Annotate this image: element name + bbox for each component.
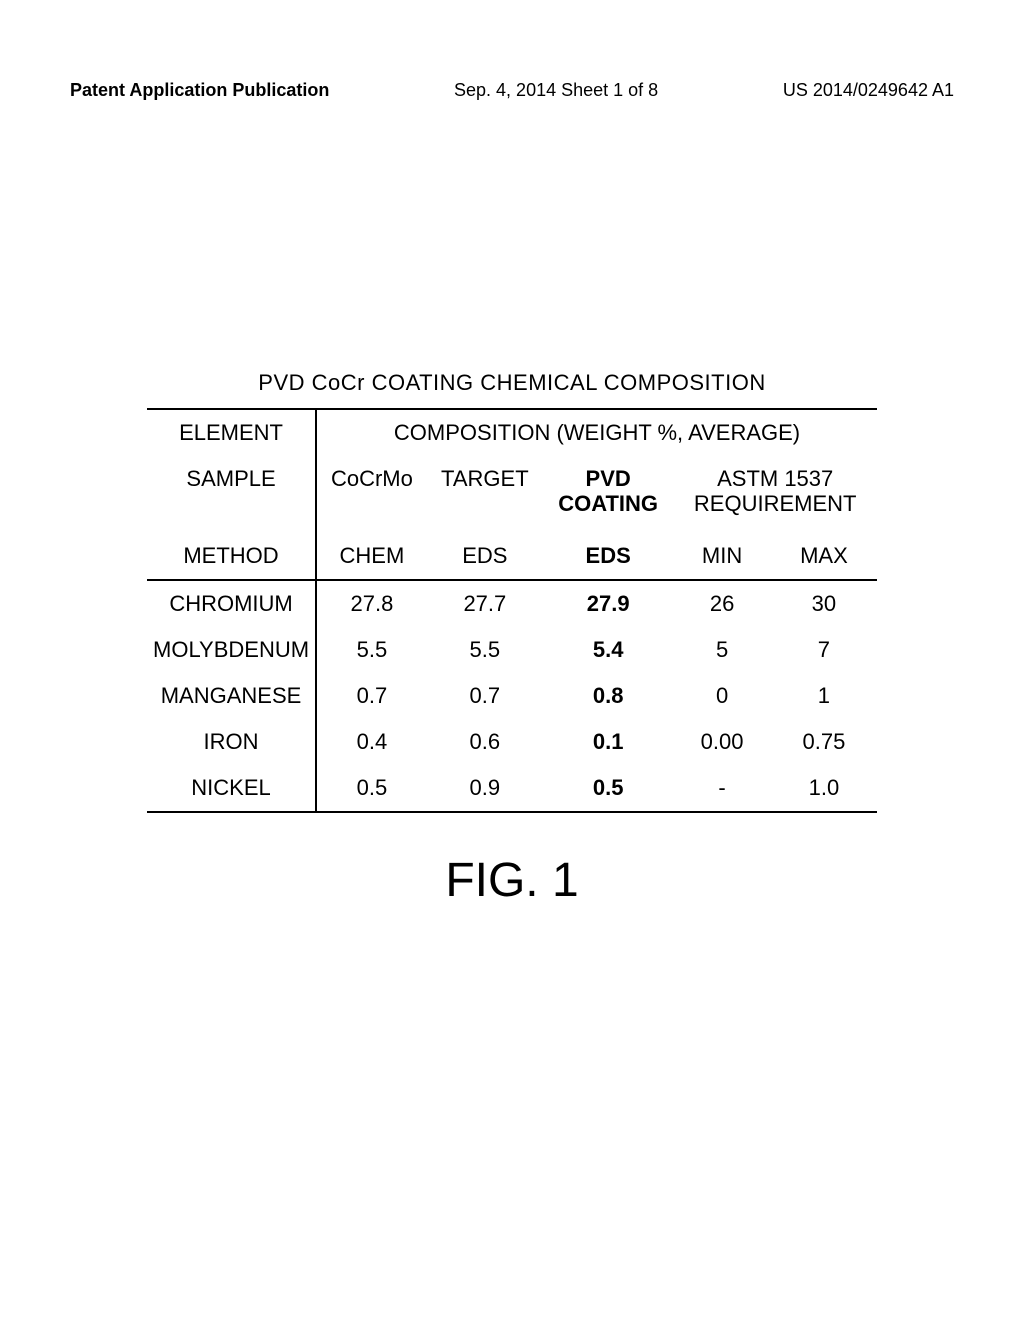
table-header-row-2: SAMPLE CoCrMo TARGET PVD COATING ASTM 15… [147, 456, 877, 533]
table-row: MANGANESE 0.7 0.7 0.8 0 1 [147, 673, 877, 719]
cell-max: 1 [771, 673, 877, 719]
col-target: TARGET [427, 456, 543, 533]
element-name: MOLYBDENUM [147, 627, 316, 673]
method-eds2: EDS [543, 533, 673, 580]
col-pvd-line2: COATING [558, 491, 658, 516]
cell-max: 1.0 [771, 765, 877, 812]
figure-content: PVD CoCr COATING CHEMICAL COMPOSITION EL… [147, 370, 877, 908]
cell-pvd: 0.5 [543, 765, 673, 812]
element-header: ELEMENT [147, 409, 316, 456]
table-title: PVD CoCr COATING CHEMICAL COMPOSITION [147, 370, 877, 396]
cell-target: 5.5 [427, 627, 543, 673]
col-astm-line2: REQUIREMENT [694, 491, 857, 516]
composition-table: ELEMENT COMPOSITION (WEIGHT %, AVERAGE) … [147, 408, 877, 813]
cell-pvd: 5.4 [543, 627, 673, 673]
method-max: MAX [771, 533, 877, 580]
table-row: IRON 0.4 0.6 0.1 0.00 0.75 [147, 719, 877, 765]
table-row: CHROMIUM 27.8 27.7 27.9 26 30 [147, 580, 877, 627]
cell-min: 0.00 [673, 719, 770, 765]
composition-header: COMPOSITION (WEIGHT %, AVERAGE) [316, 409, 877, 456]
sample-header: SAMPLE [147, 456, 316, 533]
cell-max: 7 [771, 627, 877, 673]
cell-min: 26 [673, 580, 770, 627]
element-name: MANGANESE [147, 673, 316, 719]
cell-max: 30 [771, 580, 877, 627]
cell-cocrmo: 0.5 [316, 765, 427, 812]
col-pvd: PVD COATING [543, 456, 673, 533]
page-header: Patent Application Publication Sep. 4, 2… [0, 80, 1024, 101]
element-name: CHROMIUM [147, 580, 316, 627]
method-min: MIN [673, 533, 770, 580]
cell-max: 0.75 [771, 719, 877, 765]
figure-label: FIG. 1 [147, 853, 877, 908]
col-pvd-line1: PVD [586, 466, 631, 491]
cell-min: 5 [673, 627, 770, 673]
cell-cocrmo: 5.5 [316, 627, 427, 673]
cell-min: 0 [673, 673, 770, 719]
header-sheet-info: Sep. 4, 2014 Sheet 1 of 8 [454, 80, 658, 101]
element-name: IRON [147, 719, 316, 765]
cell-cocrmo: 0.4 [316, 719, 427, 765]
table-header-row-1: ELEMENT COMPOSITION (WEIGHT %, AVERAGE) [147, 409, 877, 456]
cell-target: 27.7 [427, 580, 543, 627]
cell-min: - [673, 765, 770, 812]
cell-pvd: 0.8 [543, 673, 673, 719]
col-astm: ASTM 1537 REQUIREMENT [673, 456, 877, 533]
cell-target: 0.6 [427, 719, 543, 765]
method-chem: CHEM [316, 533, 427, 580]
col-astm-line1: ASTM 1537 [717, 466, 833, 491]
cell-cocrmo: 27.8 [316, 580, 427, 627]
col-cocrmo: CoCrMo [316, 456, 427, 533]
element-name: NICKEL [147, 765, 316, 812]
cell-pvd: 0.1 [543, 719, 673, 765]
cell-target: 0.9 [427, 765, 543, 812]
method-header: METHOD [147, 533, 316, 580]
cell-cocrmo: 0.7 [316, 673, 427, 719]
header-publication: Patent Application Publication [70, 80, 329, 101]
cell-target: 0.7 [427, 673, 543, 719]
cell-pvd: 27.9 [543, 580, 673, 627]
table-row: MOLYBDENUM 5.5 5.5 5.4 5 7 [147, 627, 877, 673]
header-patent-number: US 2014/0249642 A1 [783, 80, 954, 101]
table-row: NICKEL 0.5 0.9 0.5 - 1.0 [147, 765, 877, 812]
table-method-row: METHOD CHEM EDS EDS MIN MAX [147, 533, 877, 580]
method-eds1: EDS [427, 533, 543, 580]
